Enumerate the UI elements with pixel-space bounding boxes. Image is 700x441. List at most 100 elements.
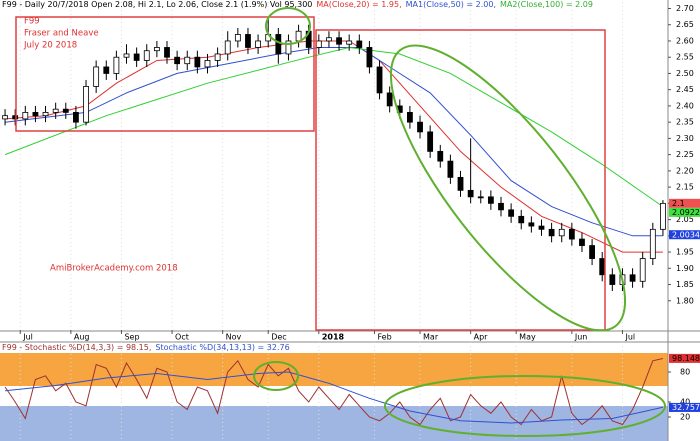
candle-body [538, 225, 545, 230]
highlight-box [315, 29, 606, 331]
annotation: July 20 2018 [23, 41, 77, 51]
candle-body [326, 37, 332, 42]
candle-body [447, 160, 454, 178]
last-value-label: 32.7573 [672, 403, 700, 412]
candle-body [285, 40, 292, 55]
x-tick-label: Sep [124, 333, 139, 342]
candle-body [62, 108, 69, 113]
y-tick-label: 2.70 [676, 4, 694, 13]
candle-body [224, 40, 231, 55]
header-part: F99 - Daily 20/7/2018 Open 2.08, Hi 2.1,… [2, 0, 312, 9]
y-tick-label: 2.65 [676, 20, 694, 29]
last-value-label: 2.0922 [672, 208, 700, 217]
highlight-ellipse [384, 375, 666, 437]
y-tick-label: 2.05 [676, 215, 694, 224]
y-tick-label: 80 [680, 368, 690, 377]
y-tick-label: 2.35 [676, 118, 694, 127]
candle-body [467, 189, 474, 198]
y-tick-label: 1.90 [676, 264, 694, 273]
candle-body [487, 196, 494, 204]
y-tick-label: 2.15 [676, 183, 694, 192]
candle-body [660, 202, 666, 230]
y-tick-label: 20 [680, 413, 690, 422]
header-part: MA(Close,20) = 1.95, [316, 0, 401, 9]
y-tick-label: 1.80 [676, 296, 694, 305]
candle-body [113, 56, 120, 74]
annotation: AmiBrokerAcademy.com 2018 [50, 264, 178, 274]
highlight-ellipse [265, 7, 311, 45]
highlight-ellipse [253, 361, 299, 391]
y-tick-label: 2.55 [676, 53, 694, 62]
candle-body [437, 150, 444, 162]
last-value-box [669, 402, 700, 412]
candle-body [143, 50, 150, 61]
header-part: MA1(Close,50) = 2.00, [406, 0, 496, 9]
candle-body [42, 112, 49, 117]
stochastic-line [4, 358, 664, 426]
candle-body [295, 30, 302, 42]
candle-body [427, 131, 434, 152]
candle-body [376, 66, 383, 94]
candle-body [579, 238, 585, 246]
x-tick-label: Mar [423, 333, 439, 342]
y-tick-label: 1.95 [676, 248, 694, 257]
candle-body [174, 56, 181, 65]
candle-body [639, 258, 646, 282]
y-tick-label: 2.40 [676, 101, 694, 110]
candle-body [204, 60, 211, 68]
candle-body [93, 66, 100, 87]
candle-body [568, 228, 575, 240]
candle-body [599, 258, 606, 276]
panel-header: F99 - Stochastic %D(14,3,3) = 98.15, Stoc… [2, 343, 290, 352]
x-tick-label: Nov [226, 333, 242, 342]
candle-body [22, 112, 29, 120]
candle-body [649, 228, 656, 259]
stochastic-line [5, 371, 664, 424]
x-tick-label: Oct [175, 333, 189, 342]
annotation: Fraser and Neave [24, 29, 99, 39]
candle-body [164, 47, 170, 58]
candle-body [12, 115, 19, 120]
candle-body [508, 209, 515, 217]
y-tick-label: 2.30 [676, 134, 694, 143]
candle-body [2, 115, 8, 120]
x-tick-label: Feb [377, 333, 391, 342]
last-value-label: 2.0034 [672, 231, 700, 240]
y-tick-label: 2.60 [676, 36, 694, 45]
candle-body [315, 40, 322, 48]
candle-body [255, 40, 261, 48]
x-tick-label: Apr [474, 333, 489, 342]
x-tick-label: May [519, 333, 536, 342]
highlight-box [15, 16, 315, 132]
candle-body [184, 56, 191, 65]
candle-body [498, 202, 504, 211]
last-value-box [669, 230, 700, 240]
y-tick-label: 2.20 [676, 166, 694, 175]
highlight-ellipse [389, 44, 627, 332]
candle-body [153, 47, 160, 52]
candle-body [558, 228, 565, 237]
candle-body [457, 176, 464, 191]
y-tick-label: 2.50 [676, 69, 694, 78]
plot-area [2, 2, 666, 441]
last-value-box [669, 207, 700, 217]
x-tick-label: Jul [624, 333, 635, 342]
candle-body [356, 40, 363, 48]
candle-body [32, 112, 39, 117]
x-tick-label: Aug [74, 333, 90, 342]
x-tick-label: Dec [271, 333, 286, 342]
oversold-zone [0, 406, 668, 441]
candle-body [589, 245, 595, 259]
candle-body [346, 40, 353, 45]
y-tick-label: 1.85 [676, 280, 694, 289]
moving-average [5, 47, 663, 237]
moving-average [4, 46, 664, 208]
header-part: MA2(Close,100) = 2.09 [500, 0, 593, 9]
candle-body [234, 34, 241, 42]
candle-body [386, 92, 393, 107]
y-tick-label: 2.45 [676, 85, 694, 94]
x-tick-label: Jun [574, 333, 588, 342]
candle-body [518, 215, 525, 224]
annotation: F99 [24, 17, 40, 27]
header-part: F99 - Stochastic %D(14,3,3) = 98.15, [2, 343, 151, 352]
